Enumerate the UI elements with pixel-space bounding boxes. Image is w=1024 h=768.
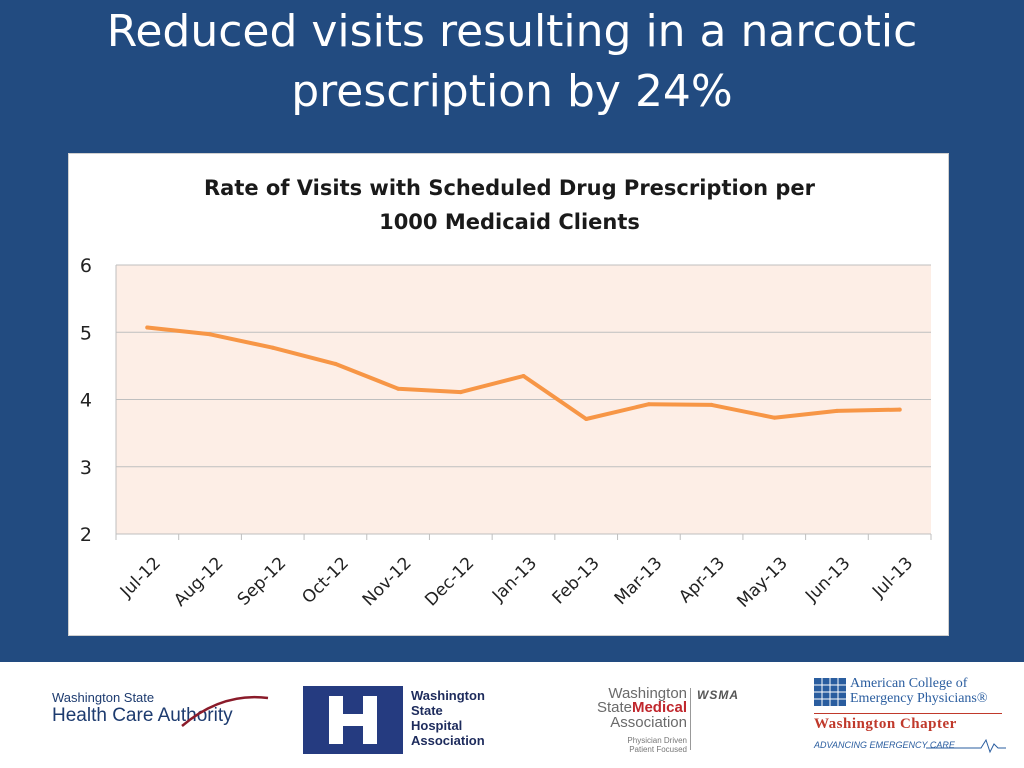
hca-swoosh-icon <box>181 695 269 727</box>
wsma-divider <box>690 688 691 750</box>
x-tick-label: Dec-12 <box>421 553 478 610</box>
x-tick-label: Oct-12 <box>298 553 353 608</box>
slide-title: Reduced visits resulting in a narcotic p… <box>0 2 1024 122</box>
wsha-line-3: Hospital <box>411 718 463 733</box>
data-point <box>646 402 651 407</box>
acep-chapter: Washington Chapter <box>814 716 957 732</box>
data-point <box>584 417 589 422</box>
wsma-line-2-b: Medical <box>631 699 687 716</box>
ekg-line-icon <box>926 738 1006 754</box>
slide-header-area: Reduced visits resulting in a narcotic p… <box>0 0 1024 662</box>
y-tick-label: 4 <box>80 390 92 412</box>
wsma-line-1: Washington <box>608 685 687 702</box>
wsha-h-icon <box>303 686 403 754</box>
x-tick-label: Jul-12 <box>116 553 165 602</box>
x-tick-label: May-13 <box>733 553 791 611</box>
wsma-tag-2: Patient Focused <box>629 745 687 754</box>
data-point <box>709 402 714 407</box>
acep-divider <box>814 713 1002 714</box>
chart-title: Rate of Visits with Scheduled Drug Presc… <box>69 171 950 239</box>
x-tick-label: Mar-13 <box>611 553 667 609</box>
wsma-line-2: StateMedical <box>597 700 687 716</box>
y-tick-label: 6 <box>80 255 92 277</box>
x-tick-label: Aug-12 <box>170 553 227 610</box>
data-point <box>772 415 777 420</box>
wsha-line-1: Washington <box>411 688 485 703</box>
x-tick-label: Jan-13 <box>488 553 541 606</box>
y-tick-label: 3 <box>80 457 92 479</box>
data-point <box>145 325 150 330</box>
chart-title-line-1: Rate of Visits with Scheduled Drug Presc… <box>203 176 816 200</box>
line-chart: 2 3 4 5 6 Jul-12 Aug-12 Sep-12 Oct-12 Nov-12 Dec-1… <box>68 153 949 636</box>
x-tick-label: Feb-13 <box>549 553 604 608</box>
acep-name-line-1: American College of <box>850 676 968 691</box>
hca-logo-line-1: Washington State <box>52 690 155 705</box>
wsma-abbreviation: WSMA <box>697 688 739 702</box>
wsma-logo: Washington StateMedical Association Phys… <box>560 686 760 756</box>
wsma-tagline: Physician Driven Patient Focused <box>627 736 687 754</box>
wsha-line-4: Association <box>411 733 485 748</box>
x-tick-label: Jul-13 <box>868 553 917 602</box>
acep-grid-icon <box>814 678 846 706</box>
wsma-tag-1: Physician Driven <box>627 736 687 745</box>
wsma-line-2-a: State <box>596 699 632 716</box>
acep-tagline: ADVANCING EMERGENCY CARE <box>814 740 955 750</box>
data-point <box>521 373 526 378</box>
y-tick-label: 2 <box>80 524 92 546</box>
x-tick-label: Jun-13 <box>801 553 854 606</box>
wsha-logo: Washington State Hospital Association <box>303 686 513 756</box>
partner-logo-strip: Washington State Health Care Authority W… <box>0 662 1024 768</box>
slide-title-line-1: Reduced visits resulting in a narcotic <box>106 6 918 57</box>
hca-logo: Washington State Health Care Authority <box>52 690 272 740</box>
wsma-line-3: Association <box>610 714 687 731</box>
slide-title-line-2: prescription by 24% <box>291 66 733 117</box>
data-point <box>458 390 463 395</box>
wsha-line-2: State <box>411 703 443 718</box>
x-tick-label: Nov-12 <box>359 553 416 610</box>
data-point <box>270 345 275 350</box>
chart-canvas: 2 3 4 5 6 Jul-12 Aug-12 Sep-12 Oct-12 Nov-12 Dec-1… <box>80 255 932 612</box>
data-point <box>396 386 401 391</box>
y-tick-label: 5 <box>80 322 92 344</box>
data-point <box>834 408 839 413</box>
wsha-logo-text: Washington State Hospital Association <box>411 688 511 748</box>
acep-name-line-2: Emergency Physicians® <box>850 691 988 706</box>
data-point <box>333 361 338 366</box>
data-point <box>897 407 902 412</box>
acep-logo: American College of Emergency Physicians… <box>814 676 1014 762</box>
chart-title-line-2: 1000 Medicaid Clients <box>379 210 640 234</box>
x-tick-label: Apr-13 <box>675 553 729 607</box>
x-tick-label: Sep-12 <box>234 553 290 609</box>
data-point <box>208 332 213 337</box>
acep-name: American College of Emergency Physicians… <box>850 676 988 706</box>
